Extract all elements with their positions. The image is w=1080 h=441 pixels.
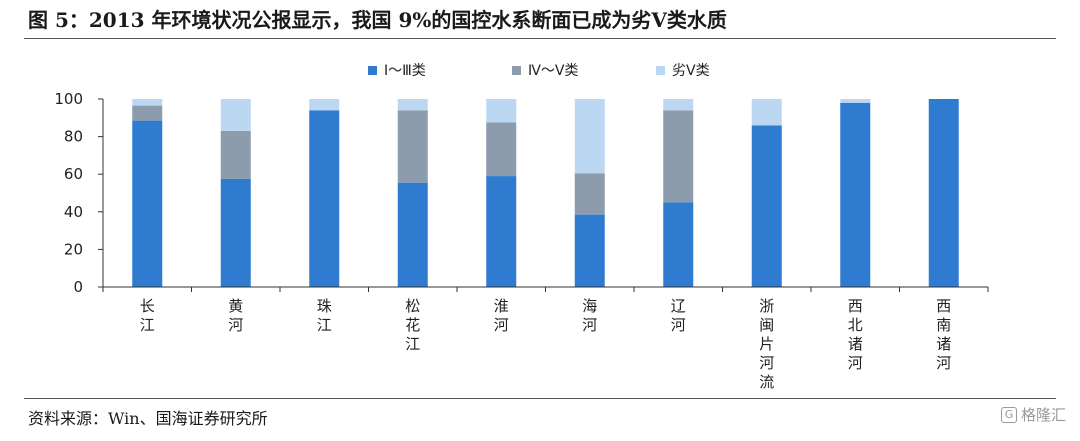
bar-segment-1-9 [840, 102, 871, 287]
legend: Ⅰ～Ⅲ类 Ⅳ～Ⅴ类 劣Ⅴ类 [368, 63, 710, 79]
y-tick-label: 20 [64, 240, 83, 258]
stacked-bar-chart: Ⅰ～Ⅲ类 Ⅳ～Ⅴ类 劣Ⅴ类 0 20 40 60 80 100 长江 黄河 珠江 松花江 淮河 海河 辽河… [54, 63, 989, 391]
x-tick-label: 淮河 [494, 297, 509, 334]
bar-segment-1-7 [663, 202, 694, 287]
x-tick-label: 长江 [140, 297, 155, 334]
y-tick-label: 100 [54, 90, 83, 108]
chart-title: 图 5：2013 年环境状况公报显示，我国 9%的国控水系断面已成为劣Ⅴ类水质 [28, 8, 727, 32]
bar-segment-2-1 [132, 105, 163, 121]
bar-segment-2-2 [220, 130, 251, 179]
bar-segment-2-6 [574, 173, 605, 215]
top-divider [24, 38, 1056, 39]
legend-label-2: Ⅳ～Ⅴ类 [528, 63, 579, 79]
y-axis: 0 20 40 60 80 100 [54, 90, 104, 296]
bar-segment-3-5 [486, 99, 517, 123]
bar-segment-2-7 [663, 110, 694, 203]
bar-segment-1-4 [397, 182, 428, 287]
bottom-divider [24, 398, 1056, 399]
bars [132, 99, 959, 288]
x-axis: 长江 黄河 珠江 松花江 淮河 海河 辽河 浙闽片河流 西北诸河 西南诸河 [102, 286, 989, 391]
bar-segment-3-9 [840, 99, 871, 103]
y-tick-label: 0 [73, 278, 83, 296]
x-tick-label: 西北诸河 [848, 297, 863, 372]
watermark: G 格隆汇 [1000, 404, 1066, 425]
watermark-text: 格隆汇 [1020, 406, 1066, 424]
bar-segment-3-2 [220, 99, 251, 131]
bar-segment-2-5 [486, 122, 517, 177]
x-tick-label: 黄河 [228, 297, 243, 334]
bar-segment-3-4 [397, 99, 428, 111]
legend-swatch-3 [656, 66, 665, 75]
legend-swatch-1 [368, 66, 377, 75]
source-note: 资料来源：Win、国海证券研究所 [28, 409, 268, 428]
bar-segment-3-7 [663, 99, 694, 111]
bar-segment-3-1 [132, 99, 163, 106]
x-tick-label: 浙闽片河流 [759, 297, 774, 391]
bar-segment-2-4 [397, 110, 428, 183]
bar-segment-1-2 [220, 178, 251, 287]
legend-swatch-2 [512, 66, 521, 75]
x-tick-label: 辽河 [671, 297, 686, 334]
x-tick-label: 西南诸河 [936, 297, 951, 372]
y-tick-label: 80 [64, 128, 83, 146]
bar-segment-1-1 [132, 120, 163, 288]
bar-segment-1-10 [928, 99, 959, 287]
legend-label-3: 劣Ⅴ类 [672, 63, 710, 79]
legend-label-1: Ⅰ～Ⅲ类 [384, 63, 426, 79]
y-tick-label: 60 [64, 165, 83, 183]
bar-segment-1-8 [751, 125, 782, 287]
bar-segment-3-6 [574, 99, 605, 174]
bar-segment-3-8 [751, 99, 782, 126]
bar-segment-1-5 [486, 176, 517, 287]
bar-segment-3-3 [309, 99, 340, 111]
x-tick-label: 珠江 [317, 297, 332, 334]
y-tick-label: 40 [64, 203, 83, 221]
bar-segment-1-6 [574, 214, 605, 287]
watermark-logo-icon: G [1000, 406, 1017, 423]
bar-segment-1-3 [309, 110, 340, 287]
x-tick-label: 海河 [582, 297, 597, 334]
x-tick-label: 松花江 [405, 297, 420, 353]
